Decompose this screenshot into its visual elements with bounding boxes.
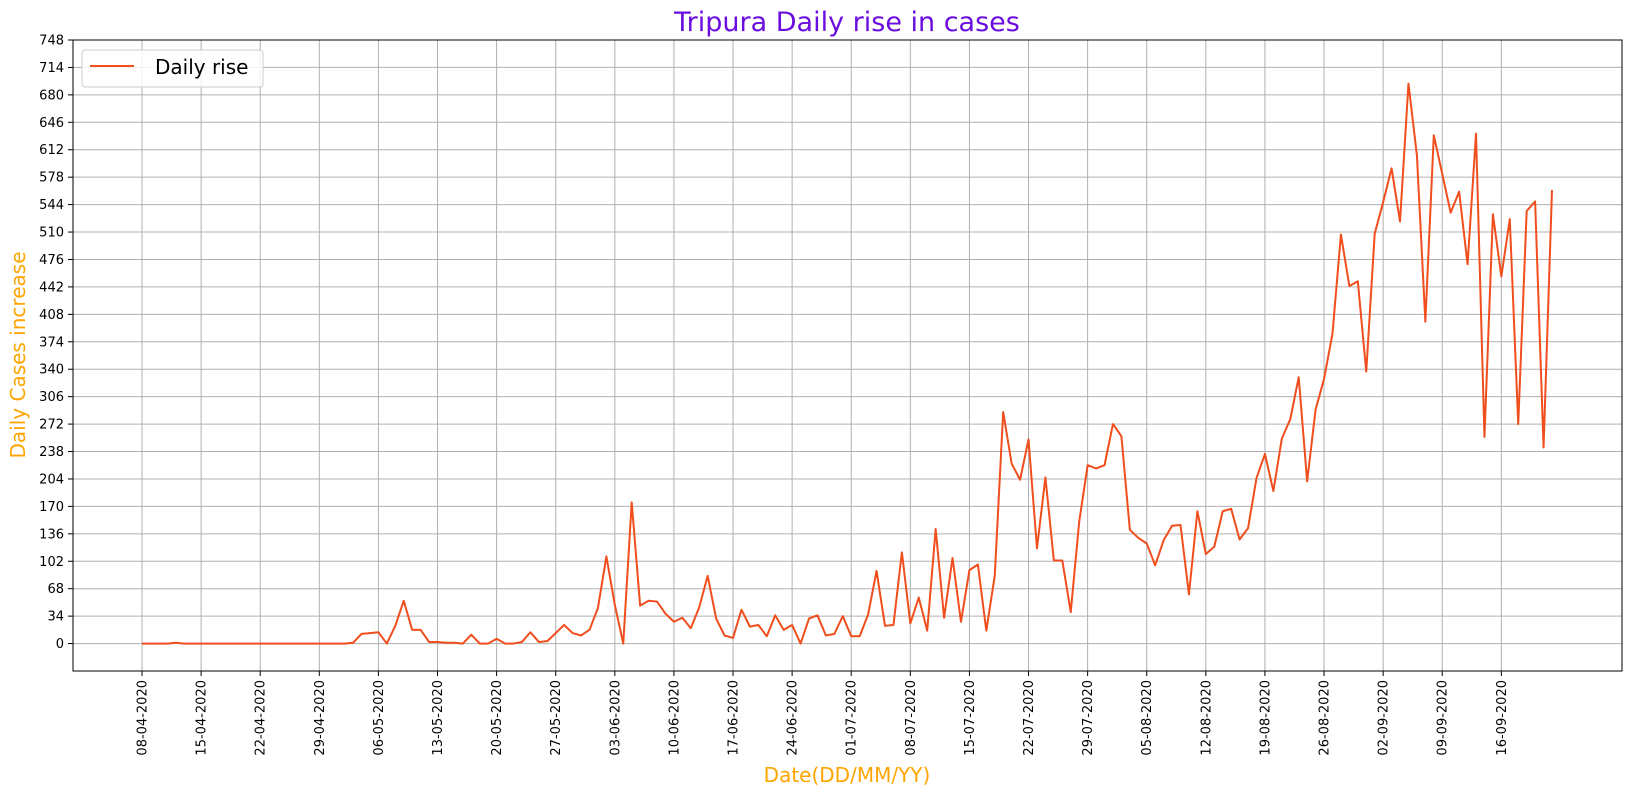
series-line-daily-rise — [142, 82, 1553, 645]
x-tick-label: 13-05-2020 — [431, 680, 446, 756]
x-tick-label: 10-06-2020 — [667, 680, 682, 756]
x-tick-label: 16-09-2020 — [1495, 680, 1510, 756]
y-tick-label: 170 — [39, 500, 64, 515]
x-tick-label: 03-06-2020 — [608, 680, 623, 756]
legend-box — [81, 49, 264, 88]
y-tick-label: 510 — [39, 226, 64, 241]
x-tick-label: 26-08-2020 — [1318, 680, 1333, 756]
y-tick-label: 442 — [39, 280, 64, 295]
y-tick-label: 646 — [39, 116, 64, 131]
x-tick-label: 29-04-2020 — [313, 680, 328, 756]
x-tick-label: 08-04-2020 — [136, 680, 151, 756]
y-tick-label: 102 — [39, 555, 64, 570]
y-axis-title: Daily Cases increase — [6, 252, 30, 459]
x-tick-label: 15-07-2020 — [963, 680, 978, 756]
x-tick-label: 01-07-2020 — [845, 680, 860, 756]
x-tick-label: 20-05-2020 — [490, 680, 505, 756]
x-tick-label: 06-05-2020 — [372, 680, 387, 756]
x-tick-label: 02-09-2020 — [1377, 680, 1392, 756]
x-axis: 08-04-2020 15-04-2020 22-04-2020 29-04-2020… — [136, 671, 1510, 756]
x-tick-label: 17-06-2020 — [727, 680, 742, 756]
y-tick-label: 680 — [39, 88, 64, 103]
x-tick-label: 08-07-2020 — [904, 680, 919, 756]
x-tick-label: 12-08-2020 — [1199, 680, 1214, 756]
chart-title: Tripura Daily rise in cases — [673, 7, 1020, 38]
y-tick-label: 306 — [39, 390, 64, 405]
x-tick-label: 19-08-2020 — [1258, 680, 1273, 756]
y-tick-label: 612 — [39, 143, 64, 158]
x-tick-label: 09-09-2020 — [1436, 680, 1451, 756]
x-tick-label: 05-08-2020 — [1140, 680, 1155, 756]
y-tick-label: 272 — [39, 418, 64, 433]
y-tick-label: 68 — [47, 582, 64, 597]
x-tick-label: 27-05-2020 — [549, 680, 564, 756]
y-tick-label: 340 — [39, 363, 64, 378]
x-tick-label: 22-04-2020 — [254, 680, 269, 756]
y-tick-label: 136 — [39, 527, 64, 542]
legend: Daily rise — [81, 49, 264, 88]
y-tick-label: 578 — [39, 171, 64, 186]
x-axis-title: Date(DD/MM/YY) — [764, 763, 931, 787]
y-tick-label: 408 — [39, 308, 64, 323]
y-tick-label: 0 — [56, 637, 64, 652]
y-tick-label: 476 — [39, 253, 64, 268]
legend-label: Daily rise — [155, 55, 248, 79]
y-tick-label: 714 — [39, 61, 64, 76]
y-tick-label: 204 — [39, 472, 64, 487]
y-tick-label: 544 — [39, 198, 64, 213]
x-tick-label: 22-07-2020 — [1022, 680, 1037, 756]
x-tick-label: 29-07-2020 — [1081, 680, 1096, 756]
y-axis: 0 34 68 102 136 170 204 238 272 306 340 374 408 442 47… — [39, 34, 73, 652]
plot-frame — [72, 39, 1623, 672]
grid — [73, 39, 1622, 671]
x-tick-label: 24-06-2020 — [786, 680, 801, 756]
y-tick-label: 238 — [39, 445, 64, 460]
series-layer — [141, 82, 1553, 645]
x-tick-label: 15-04-2020 — [195, 680, 210, 756]
y-tick-label: 374 — [39, 335, 64, 350]
y-tick-label: 748 — [39, 34, 64, 49]
y-tick-label: 34 — [47, 610, 64, 625]
